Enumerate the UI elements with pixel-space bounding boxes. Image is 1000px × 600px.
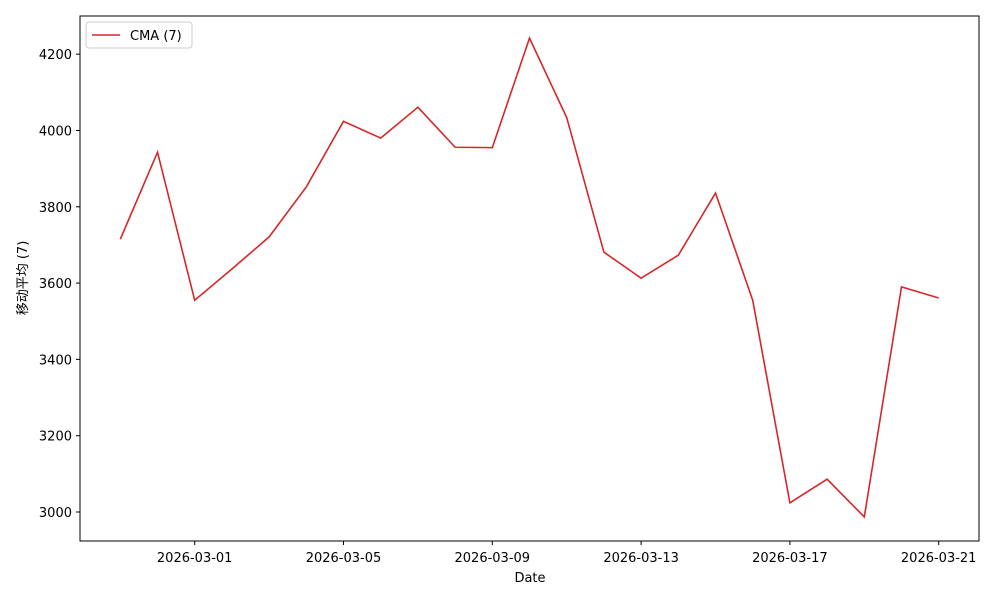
y-tick-label: 3200: [39, 430, 72, 445]
y-tick-label: 4000: [39, 124, 72, 139]
x-tick-label: 2026-03-05: [306, 551, 382, 566]
y-tick-label: 3000: [39, 506, 72, 521]
legend-box: [85, 21, 193, 49]
plot-area: [79, 15, 980, 542]
y-tick-label: 3400: [39, 353, 72, 368]
y-tick-label: 3800: [39, 201, 72, 216]
x-tick-label: 2026-03-09: [455, 551, 531, 566]
y-axis-label: 移动平均 (7): [16, 241, 31, 316]
x-tick-label: 2026-03-01: [157, 551, 233, 566]
x-tick-label: 2026-03-21: [901, 551, 977, 566]
data-line: [119, 35, 939, 519]
x-tick-label: 2026-03-17: [752, 551, 828, 566]
y-tick-label: 3600: [39, 277, 72, 292]
x-axis-label: Date: [514, 571, 545, 586]
legend-label: CMA (7): [130, 29, 182, 44]
legend: CMA (7): [85, 21, 193, 49]
y-tick-label: 4200: [39, 48, 72, 63]
x-tick-label: 2026-03-13: [603, 551, 679, 566]
